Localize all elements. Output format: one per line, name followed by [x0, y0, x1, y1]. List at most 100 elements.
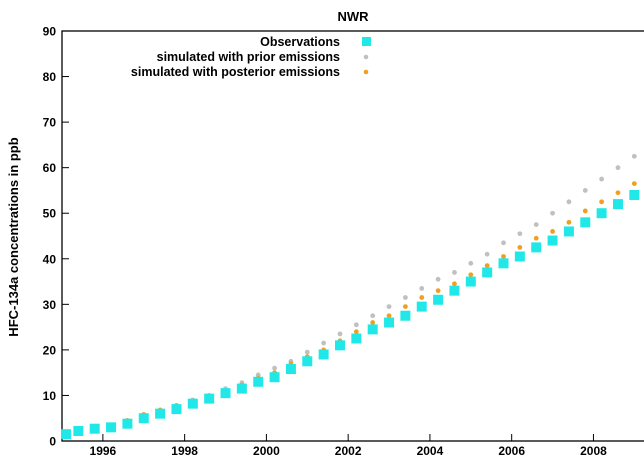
- observation-point: [465, 276, 476, 287]
- prior-sim-point: [353, 322, 359, 328]
- observation-point: [482, 267, 493, 278]
- observation-point: [400, 310, 411, 321]
- observation-point: [122, 418, 133, 429]
- observation-point: [514, 251, 525, 262]
- observation-point: [334, 340, 345, 351]
- observation-point: [433, 294, 444, 305]
- observation-point: [285, 364, 296, 375]
- y-tick-label: 50: [43, 207, 57, 221]
- observation-point: [204, 393, 215, 404]
- posterior-sim-point: [435, 288, 441, 294]
- legend-swatch-observations: [362, 37, 371, 46]
- plot-frame: [61, 30, 644, 442]
- series-1: [63, 153, 637, 436]
- y-tick-label: 40: [43, 252, 57, 266]
- x-tick-label: 2004: [417, 444, 444, 458]
- posterior-sim-point: [566, 219, 572, 225]
- series-2: [63, 181, 637, 435]
- observation-point: [580, 217, 591, 228]
- prior-sim-point: [566, 199, 572, 205]
- prior-sim-point: [337, 331, 343, 337]
- axis-ticks: 0 10 20 30 40 50 60 70 80 90 1996 1998 2000 2002 2004 2…: [43, 25, 607, 459]
- posterior-sim-point: [370, 320, 376, 325]
- prior-sim-point: [517, 231, 523, 237]
- x-tick-label: 2002: [335, 444, 362, 458]
- y-tick-label: 80: [43, 70, 57, 84]
- y-tick-label: 60: [43, 161, 57, 175]
- legend-label: Observations: [260, 35, 340, 49]
- posterior-sim-point: [533, 235, 539, 241]
- x-tick-label: 1996: [90, 444, 117, 458]
- observation-point: [416, 301, 427, 312]
- observation-point: [596, 208, 607, 219]
- prior-sim-point: [631, 153, 637, 159]
- observation-point: [253, 376, 264, 387]
- y-tick-label: 90: [43, 25, 57, 39]
- observation-point: [89, 423, 100, 434]
- observation-point: [449, 285, 460, 296]
- posterior-sim-point: [484, 263, 490, 269]
- posterior-sim-point: [582, 208, 588, 214]
- y-tick-label: 70: [43, 116, 57, 130]
- x-tick-label: 2008: [580, 444, 607, 458]
- observation-point: [187, 398, 198, 409]
- observation-point: [318, 349, 329, 360]
- prior-sim-point: [501, 240, 506, 246]
- plot-area: [61, 30, 644, 442]
- observation-point: [236, 383, 247, 394]
- posterior-sim-point: [419, 295, 425, 300]
- posterior-sim-point: [599, 199, 605, 205]
- prior-sim-point: [468, 260, 474, 266]
- x-tick-label: 1998: [171, 444, 198, 458]
- prior-sim-point: [599, 176, 605, 182]
- x-tick-label: 2000: [253, 444, 280, 458]
- posterior-sim-point: [501, 254, 506, 259]
- observation-point: [547, 235, 558, 246]
- prior-sim-point: [452, 270, 457, 275]
- y-tick-label: 0: [49, 435, 56, 449]
- observation-point: [73, 425, 84, 436]
- prior-sim-point: [321, 340, 327, 346]
- posterior-sim-point: [353, 329, 359, 335]
- series-0: [61, 190, 640, 440]
- prior-sim-point: [304, 349, 310, 355]
- posterior-sim-point: [550, 229, 555, 234]
- observation-point: [563, 226, 574, 237]
- prior-sim-point: [386, 304, 392, 310]
- posterior-sim-point: [517, 244, 523, 250]
- observation-point: [612, 199, 623, 210]
- prior-sim-point: [533, 222, 539, 228]
- posterior-sim-point: [615, 190, 621, 196]
- observation-point: [106, 422, 117, 433]
- prior-sim-point: [582, 188, 588, 193]
- data-series: [61, 153, 640, 440]
- observation-point: [367, 324, 378, 335]
- chart-title: NWR: [337, 9, 369, 24]
- legend-swatch: [363, 69, 369, 75]
- observation-point: [220, 388, 231, 399]
- observation-point: [61, 429, 72, 440]
- x-tick-label: 2006: [498, 444, 525, 458]
- posterior-sim-point: [631, 181, 637, 187]
- posterior-sim-point: [468, 272, 474, 278]
- observation-point: [269, 372, 280, 383]
- posterior-sim-point: [386, 313, 392, 319]
- y-tick-label: 30: [43, 298, 57, 312]
- observation-point: [171, 404, 182, 415]
- posterior-sim-point: [452, 281, 457, 287]
- prior-sim-point: [550, 210, 555, 216]
- posterior-sim-point: [402, 304, 408, 310]
- observation-point: [351, 333, 362, 344]
- observation-point: [155, 408, 166, 419]
- legend-label: simulated with prior emissions: [157, 50, 340, 64]
- observation-point: [302, 356, 313, 367]
- prior-sim-point: [370, 313, 376, 319]
- observation-point: [138, 413, 149, 424]
- observation-point: [384, 317, 395, 328]
- prior-sim-point: [272, 365, 277, 371]
- y-tick-label: 20: [43, 343, 57, 357]
- prior-sim-point: [419, 285, 425, 291]
- observation-point: [531, 242, 542, 253]
